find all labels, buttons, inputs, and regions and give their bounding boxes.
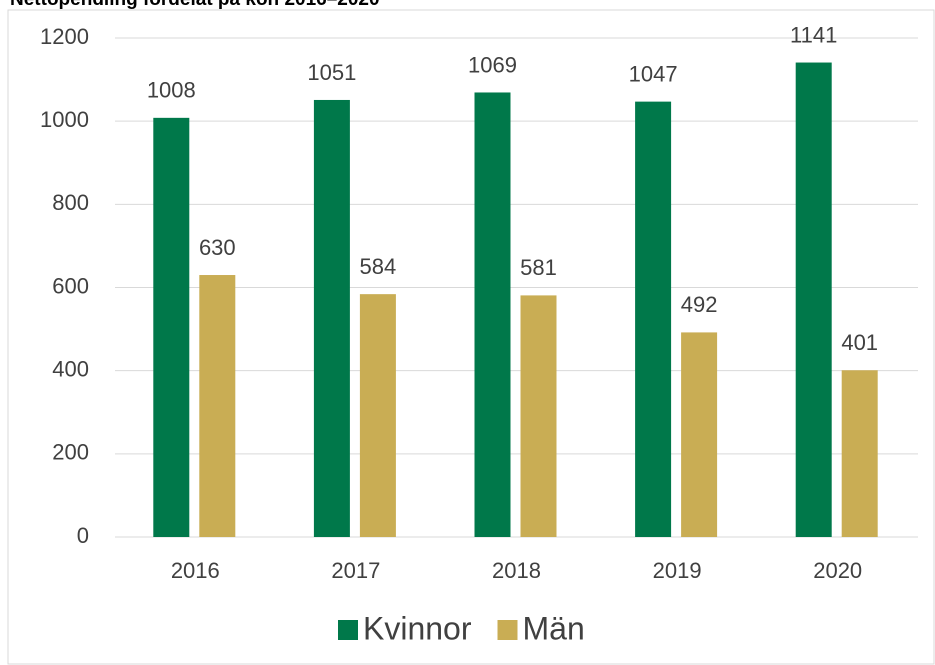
legend-swatch <box>497 620 518 640</box>
data-label: 1008 <box>147 78 196 103</box>
bar <box>795 62 832 537</box>
data-label: 1069 <box>468 52 517 77</box>
legend-label: Kvinnor <box>363 610 472 646</box>
bar <box>520 295 557 537</box>
data-label: 1047 <box>629 61 678 86</box>
chart-border <box>7 9 935 665</box>
y-tick-label: 200 <box>52 440 89 465</box>
chart-title: Nettopendling fördelat på kön 2016–2020 <box>10 0 380 10</box>
y-tick-label: 600 <box>52 273 89 298</box>
bar <box>359 294 396 537</box>
data-label: 584 <box>360 254 397 279</box>
data-label: 1141 <box>790 22 837 47</box>
bar <box>153 117 190 537</box>
legend-label: Män <box>523 610 585 646</box>
y-tick-label: 800 <box>52 190 89 215</box>
bar <box>313 99 350 537</box>
bar <box>635 101 672 537</box>
y-tick-label: 1200 <box>40 24 89 49</box>
legend-swatch <box>338 620 358 640</box>
data-label: 581 <box>520 255 557 280</box>
x-tick-label: 2016 <box>171 558 220 583</box>
data-label: 401 <box>841 330 878 355</box>
x-tick-label: 2019 <box>653 558 702 583</box>
y-tick-label: 0 <box>77 523 89 548</box>
bar <box>474 92 511 537</box>
x-tick-label: 2018 <box>492 558 541 583</box>
bar <box>199 275 236 537</box>
bar <box>681 332 718 537</box>
x-tick-label: 2017 <box>331 558 380 583</box>
data-label: 1051 <box>307 60 356 85</box>
y-tick-label: 1000 <box>40 107 89 132</box>
bar <box>841 370 878 537</box>
data-label: 630 <box>199 235 236 260</box>
data-label: 492 <box>681 292 718 317</box>
x-tick-label: 2020 <box>813 558 862 583</box>
y-tick-label: 400 <box>52 356 89 381</box>
